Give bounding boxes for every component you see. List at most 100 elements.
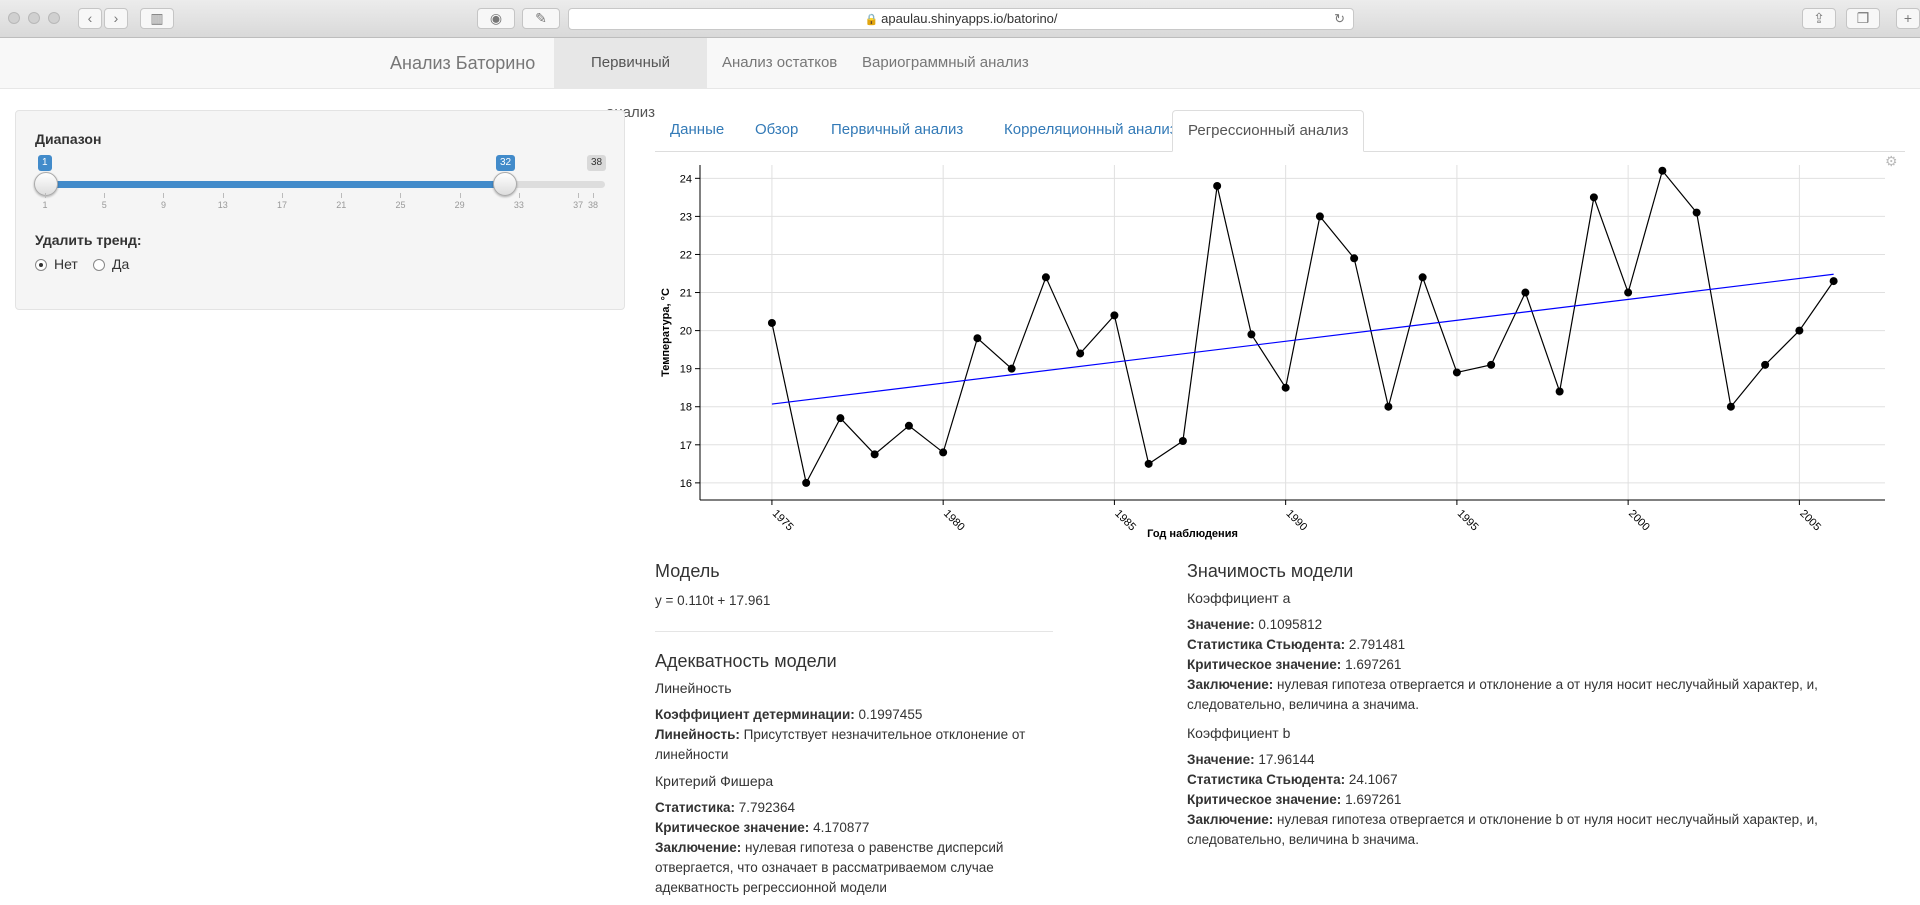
temperature-point [1247, 330, 1256, 339]
temperature-point [1350, 254, 1359, 263]
slider-tick-label: 37 [573, 200, 584, 210]
new-tab-icon[interactable]: + [1896, 8, 1920, 29]
model-title: Модель [655, 561, 720, 581]
radio-yes[interactable] [93, 259, 105, 271]
sidebar-toggle-icon[interactable]: ▥ [140, 8, 174, 29]
fisher-concl-2: отвергается, что означает в рассматривае… [655, 860, 994, 875]
coef-b-concl-1: нулевая гипотеза отвергается и отклонени… [1277, 812, 1818, 827]
det-coef-line: Коэффициент детерминации: 0.1997455 [655, 705, 922, 725]
minimize-window-button[interactable] [28, 12, 40, 24]
det-coef-label: Коэффициент детерминации: [655, 707, 855, 722]
forward-icon[interactable]: › [104, 8, 128, 29]
tab-correlation-analysis[interactable]: Корреляционный анализ [1004, 121, 1177, 138]
extension-icon[interactable]: ◉ [477, 8, 515, 29]
temperature-point [836, 414, 845, 423]
slider-tick-mark [281, 193, 283, 198]
share-icon[interactable]: ⇪ [1802, 8, 1836, 29]
fisher-stat-label: Статистика: [655, 800, 735, 815]
tab-primary-analysis[interactable]: Первичный анализ [831, 121, 964, 138]
coef-a-concl-line: Заключение: нулевая гипотеза отвергается… [1187, 675, 1818, 695]
model-equation: y = 0.110t + 17.961 [655, 593, 771, 608]
slider-tick-mark [222, 193, 224, 198]
radio-yes-label[interactable]: Да [112, 256, 130, 272]
tab-regression-analysis[interactable]: Регрессионный анализ [1172, 110, 1365, 152]
x-axis-label: Год наблюдения [1147, 528, 1238, 540]
y-tick-label: 19 [680, 364, 692, 376]
tab-bar: Данные Обзор Первичный анализ Корреляцио… [655, 110, 1905, 152]
coef-b-crit-label: Критическое значение: [1187, 792, 1342, 807]
coef-a-crit-value: 1.697261 [1345, 657, 1402, 672]
temperature-point [1658, 166, 1667, 175]
range-handle-to[interactable] [493, 172, 517, 196]
temperature-point [1589, 193, 1598, 202]
y-tick-label: 17 [680, 440, 692, 452]
gear-icon[interactable]: ⚙ [1885, 153, 1898, 169]
coef-b-concl-line: Заключение: нулевая гипотеза отвергается… [1187, 810, 1818, 830]
coef-b-title: Коэффициент b [1187, 725, 1291, 741]
coef-b-concl-2: следовательно, величина b значима. [1187, 832, 1419, 847]
slider-tick-mark [578, 193, 580, 198]
range-max-badge: 38 [587, 155, 607, 171]
trend-line [771, 273, 1834, 405]
radio-no-label[interactable]: Нет [54, 256, 78, 272]
temperature-point [1795, 326, 1804, 335]
temperature-point [1041, 273, 1050, 282]
slider-tick-label: 21 [336, 200, 347, 210]
temperature-point [802, 478, 811, 487]
coef-a-title: Коэффициент a [1187, 590, 1291, 606]
slider-tick-mark [459, 193, 461, 198]
slider-tick-label: 17 [276, 200, 287, 210]
close-window-button[interactable] [8, 12, 20, 24]
coef-a-crit-line: Критическое значение: 1.697261 [1187, 655, 1401, 675]
evernote-icon[interactable]: ✎ [522, 8, 560, 29]
coef-b-t-line: Статистика Стьюдента: 24.1067 [1187, 770, 1398, 790]
slider-tick-label: 33 [513, 200, 524, 210]
app-brand[interactable]: Анализ Баторино [390, 53, 536, 73]
range-label: Диапазон [35, 131, 102, 147]
fisher-concl-line: Заключение: нулевая гипотеза о равенстве… [655, 838, 1003, 858]
reload-icon[interactable]: ↻ [1334, 11, 1345, 26]
coef-b-crit-line: Критическое значение: 1.697261 [1187, 790, 1401, 810]
temperature-point [1418, 273, 1427, 282]
y-tick-label: 21 [680, 288, 692, 300]
coef-a-t-value: 2.791481 [1348, 637, 1406, 652]
x-tick-label: 1975 [770, 508, 796, 534]
temperature-point [1007, 364, 1016, 373]
linearity-value-1: Присутствует незначительное отклонение о… [743, 727, 1026, 742]
range-handle-from[interactable] [34, 172, 58, 196]
tab-overview[interactable]: Обзор [755, 121, 799, 138]
x-tick-label: 2000 [1626, 508, 1652, 534]
radio-no[interactable] [35, 259, 47, 271]
nav-residual-analysis[interactable]: Анализ остатков [722, 54, 838, 71]
coef-a-value-label: Значение: [1187, 617, 1255, 632]
temperature-line [771, 169, 1835, 485]
range-to-badge: 32 [496, 155, 516, 171]
temperature-point [1110, 311, 1119, 320]
slider-tick-mark [341, 193, 343, 198]
temperature-point [767, 318, 776, 327]
nav-variogram-analysis[interactable]: Вариограммный анализ [862, 54, 1029, 71]
adequacy-title: Адекватность модели [655, 651, 837, 671]
nav-primary-analysis[interactable]: Первичный анализ [554, 38, 707, 121]
slider-tick-mark [518, 193, 520, 198]
zoom-window-button[interactable] [48, 12, 60, 24]
fisher-concl-label: Заключение: [655, 840, 742, 855]
address-bar[interactable]: 🔒 apaulau.shinyapps.io/batorino/ ↻ [568, 8, 1354, 30]
fisher-stat-value: 7.792364 [738, 800, 796, 815]
tabs-overview-icon[interactable]: ❐ [1846, 8, 1880, 29]
temperature-point [1281, 383, 1290, 392]
coef-a-value: 0.1095812 [1258, 617, 1323, 632]
tab-data[interactable]: Данные [670, 121, 725, 138]
linearity-line: Линейность: Присутствует незначительное … [655, 725, 1025, 745]
temperature-point [1761, 360, 1770, 369]
coef-b-value: 17.96144 [1258, 752, 1315, 767]
temperature-point [1144, 459, 1153, 468]
temperature-point [1726, 402, 1735, 411]
coef-a-crit-label: Критическое значение: [1187, 657, 1342, 672]
back-icon[interactable]: ‹ [78, 8, 102, 29]
y-tick-label: 24 [680, 173, 692, 185]
fisher-concl-1: нулевая гипотеза о равенстве дисперсий [745, 840, 1004, 855]
x-tick-label: 1995 [1455, 508, 1481, 534]
coef-b-t-label: Статистика Стьюдента: [1187, 772, 1346, 787]
range-slider-fill[interactable] [45, 181, 505, 188]
